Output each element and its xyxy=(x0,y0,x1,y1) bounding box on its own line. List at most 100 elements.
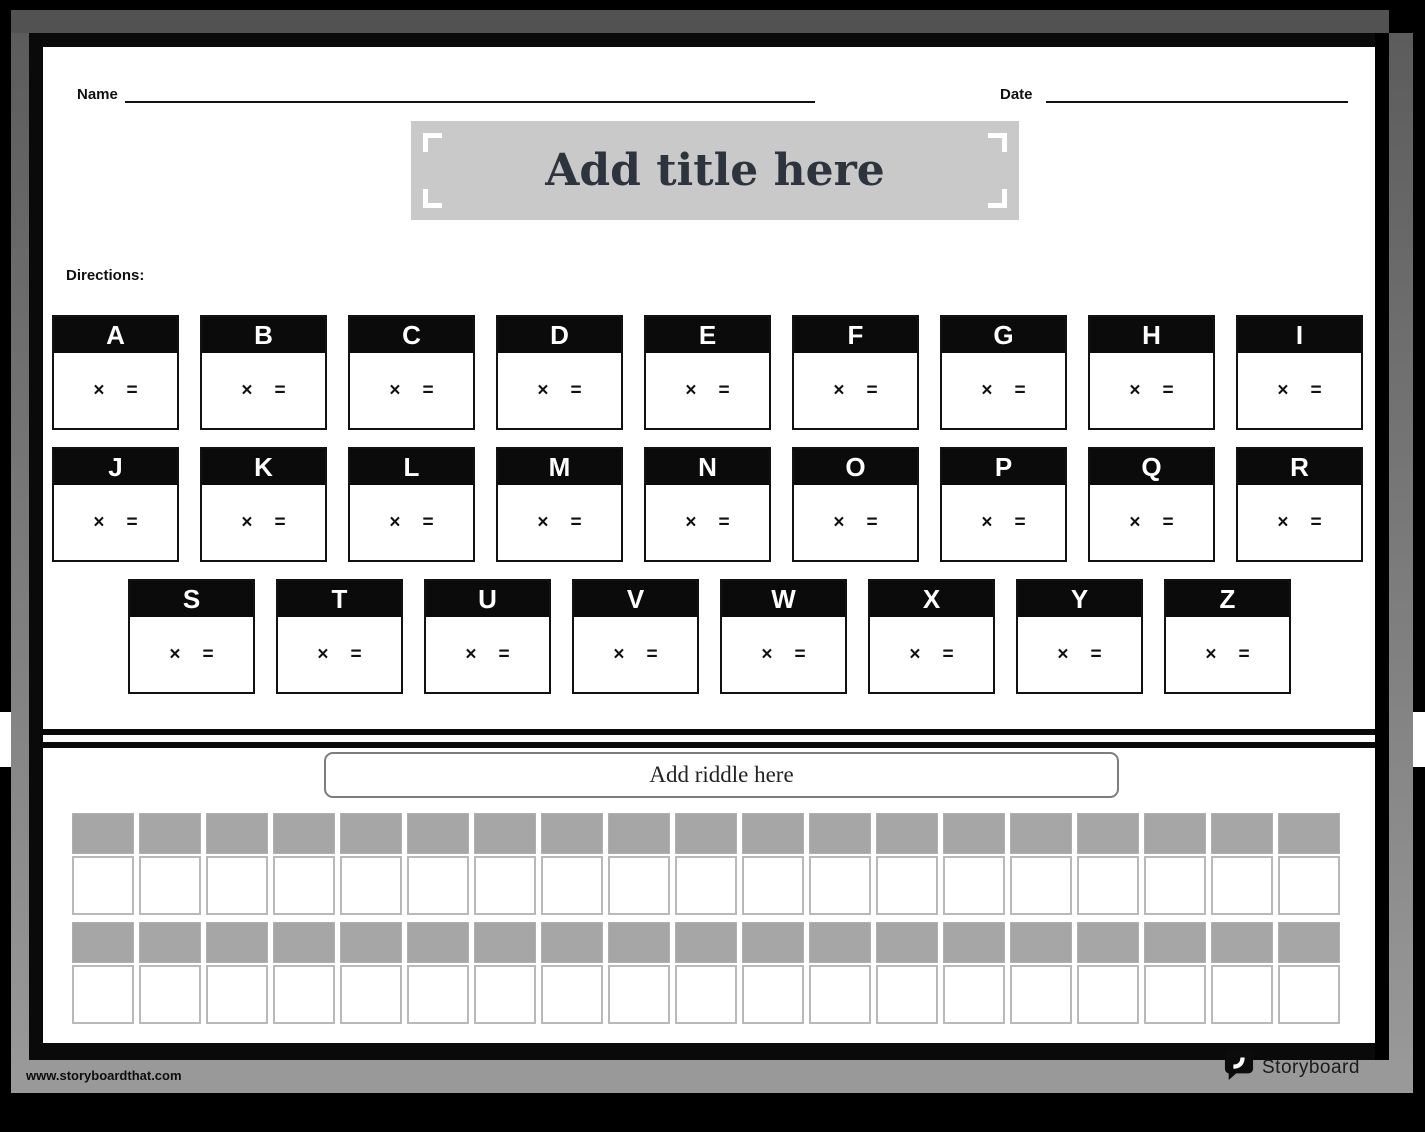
answer-cell[interactable] xyxy=(809,922,871,1024)
answer-cell-letter-box xyxy=(809,922,871,963)
letter-card-body: × = xyxy=(426,617,549,692)
multiply-sign: × xyxy=(761,643,773,665)
answer-cell[interactable] xyxy=(1077,813,1139,915)
answer-cell-letter-box xyxy=(943,922,1005,963)
answer-cell-write-box xyxy=(1010,965,1072,1024)
crop-bracket-icon xyxy=(423,133,442,152)
letter-card: G × = xyxy=(940,315,1067,430)
letter-label: P xyxy=(994,451,1013,482)
answer-cell[interactable] xyxy=(139,922,201,1024)
answer-cell[interactable] xyxy=(675,922,737,1024)
answer-cell[interactable] xyxy=(407,922,469,1024)
equals-sign: = xyxy=(126,379,138,401)
letter-label: D xyxy=(550,319,569,350)
answer-cell[interactable] xyxy=(675,813,737,915)
equals-sign: = xyxy=(1014,379,1026,401)
answer-cell-letter-box xyxy=(541,813,603,854)
letter-label: U xyxy=(478,583,497,614)
answer-cell[interactable] xyxy=(206,813,268,915)
answer-cell[interactable] xyxy=(608,813,670,915)
answer-cell[interactable] xyxy=(273,813,335,915)
equals-sign: = xyxy=(718,379,730,401)
letter-card: I × = xyxy=(1236,315,1363,430)
answer-cell[interactable] xyxy=(742,922,804,1024)
answer-cell-write-box xyxy=(1211,965,1273,1024)
answer-cell-write-box xyxy=(1010,856,1072,915)
answer-cell-write-box xyxy=(1278,965,1340,1024)
letter-card-header: K xyxy=(202,449,325,485)
answer-cell[interactable] xyxy=(1211,813,1273,915)
letter-label: R xyxy=(1290,451,1309,482)
answer-cell[interactable] xyxy=(273,922,335,1024)
answer-cell[interactable] xyxy=(1278,922,1340,1024)
answer-cell[interactable] xyxy=(1278,813,1340,915)
equals-sign: = xyxy=(794,643,806,665)
letter-label: N xyxy=(698,451,717,482)
left-edge-notch xyxy=(0,712,11,767)
answer-cell[interactable] xyxy=(876,922,938,1024)
letter-card: S × = xyxy=(128,579,255,694)
answer-cell[interactable] xyxy=(474,813,536,915)
answer-cell-write-box xyxy=(943,856,1005,915)
storyboard-wordmark: Storyboard xyxy=(1262,1057,1360,1078)
answer-cell-letter-box xyxy=(943,813,1005,854)
equals-sign: = xyxy=(570,379,582,401)
letter-card: D × = xyxy=(496,315,623,430)
equals-sign: = xyxy=(422,379,434,401)
answer-cell-write-box xyxy=(608,965,670,1024)
answer-cell-letter-box xyxy=(474,922,536,963)
equals-sign: = xyxy=(498,643,510,665)
letter-card: T × = xyxy=(276,579,403,694)
equals-sign: = xyxy=(1090,643,1102,665)
letter-card-body: × = xyxy=(202,353,325,428)
answer-cell-letter-box xyxy=(139,813,201,854)
answer-cell[interactable] xyxy=(608,922,670,1024)
riddle-placeholder-box[interactable]: Add riddle here xyxy=(324,752,1119,798)
crop-bracket-icon xyxy=(988,189,1007,208)
equals-sign: = xyxy=(350,643,362,665)
answer-cell[interactable] xyxy=(1077,922,1139,1024)
answer-cell-write-box xyxy=(1278,856,1340,915)
letter-card-header: H xyxy=(1090,317,1213,353)
answer-cell[interactable] xyxy=(72,813,134,915)
answer-cell[interactable] xyxy=(541,813,603,915)
answer-cell-letter-box xyxy=(206,922,268,963)
multiply-sign: × xyxy=(169,643,181,665)
letter-card-row-3: S × = T × = U × = V × = W × = X × = Y × = Z × = xyxy=(128,579,1291,694)
answer-cell[interactable] xyxy=(1144,922,1206,1024)
answer-cell-write-box xyxy=(1144,965,1206,1024)
letter-label: I xyxy=(1295,319,1304,350)
answer-cell[interactable] xyxy=(876,813,938,915)
multiply-sign: × xyxy=(833,511,845,533)
equals-sign: = xyxy=(1014,511,1026,533)
answer-cell[interactable] xyxy=(809,813,871,915)
answer-cell[interactable] xyxy=(340,813,402,915)
divider-rule-bottom xyxy=(29,742,1375,748)
answer-cell[interactable] xyxy=(943,922,1005,1024)
multiply-sign: × xyxy=(685,379,697,401)
answer-cell[interactable] xyxy=(206,922,268,1024)
answer-cell[interactable] xyxy=(1144,813,1206,915)
letter-card-header: P xyxy=(942,449,1065,485)
answer-cell[interactable] xyxy=(474,922,536,1024)
answer-grid-row-1 xyxy=(72,813,1340,915)
answer-cell[interactable] xyxy=(541,922,603,1024)
answer-cell[interactable] xyxy=(72,922,134,1024)
answer-cell[interactable] xyxy=(1010,813,1072,915)
answer-cell[interactable] xyxy=(139,813,201,915)
answer-cell[interactable] xyxy=(742,813,804,915)
date-label: Date xyxy=(1000,86,1033,103)
answer-cell-letter-box xyxy=(541,922,603,963)
answer-cell[interactable] xyxy=(943,813,1005,915)
letter-card-body: × = xyxy=(130,617,253,692)
letter-card: J × = xyxy=(52,447,179,562)
answer-cell-write-box xyxy=(675,856,737,915)
letter-label: X xyxy=(922,583,941,614)
answer-cell[interactable] xyxy=(1010,922,1072,1024)
answer-cell[interactable] xyxy=(1211,922,1273,1024)
answer-cell[interactable] xyxy=(340,922,402,1024)
answer-cell[interactable] xyxy=(407,813,469,915)
date-line[interactable] xyxy=(1046,101,1348,103)
title-placeholder-box[interactable]: Add title here xyxy=(411,121,1019,220)
name-line[interactable] xyxy=(125,101,815,103)
